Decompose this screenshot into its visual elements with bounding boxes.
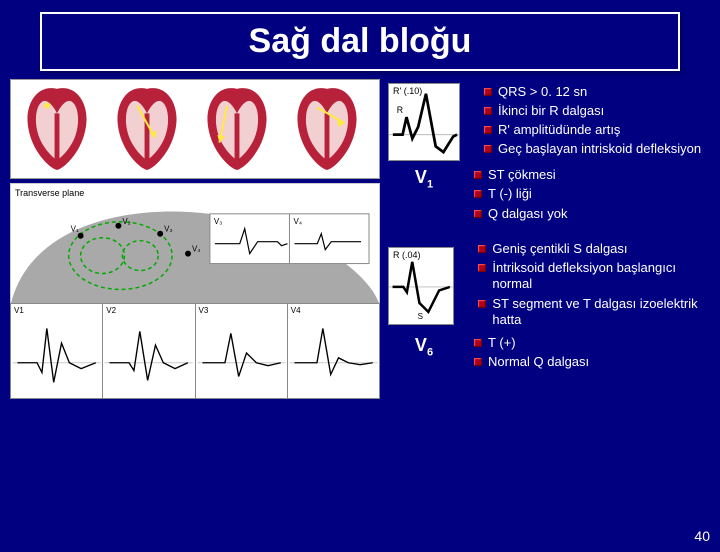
- ecg-lead-grid: V1 V2 V3 V4: [10, 303, 380, 399]
- bullet-item: T (+): [474, 335, 589, 351]
- ecg-cell-v2: V2: [103, 304, 195, 398]
- bullet-item: Q dalgası yok: [474, 206, 568, 222]
- title-box: Sağ dal bloğu: [40, 12, 680, 71]
- svg-text:V₁: V₁: [71, 225, 79, 234]
- lead-label: V1: [14, 306, 24, 315]
- s-label: S: [418, 312, 423, 321]
- v6-img-label: R (.04): [393, 250, 421, 260]
- lead-label: V4: [291, 306, 301, 315]
- v6-caption-main: V: [415, 335, 427, 355]
- right-column: R' (.10) R QRS > 0. 12 sn İkinci bir R d…: [380, 79, 710, 399]
- v1-caption-sub: 1: [427, 179, 433, 191]
- heart-diagram-2: [105, 84, 189, 172]
- v6-section: R (.04) S Geniş çentikli S dalgası İntri…: [388, 241, 710, 331]
- bullet-item: T (-) liği: [474, 186, 568, 202]
- v1-bullets: QRS > 0. 12 sn İkinci bir R dalgası R' a…: [484, 84, 701, 161]
- r-label: R: [397, 105, 403, 115]
- v6-bullets-cont: T (+) Normal Q dalgası: [474, 335, 589, 374]
- bullet-item: R' amplitüdünde artış: [484, 122, 701, 138]
- heart-diagram-1: [15, 84, 99, 172]
- bullet-item: QRS > 0. 12 sn: [484, 84, 701, 100]
- v1-img-label: R' (.10): [393, 86, 422, 96]
- v6-caption-sub: 6: [427, 347, 433, 359]
- page-number: 40: [694, 528, 710, 544]
- ecg-cell-v1: V1: [11, 304, 103, 398]
- v6-caption: V6: [388, 335, 460, 359]
- lead-label: V2: [106, 306, 116, 315]
- page-title: Sağ dal bloğu: [42, 22, 678, 61]
- bullet-item: Geniş çentikli S dalgası: [478, 241, 710, 257]
- v1-section: R' (.10) R QRS > 0. 12 sn İkinci bir R d…: [388, 83, 710, 161]
- ecg-cell-v4: V4: [288, 304, 379, 398]
- v1-waveform-thumb: R' (.10) R: [388, 83, 460, 161]
- ecg-cell-v3: V3: [196, 304, 288, 398]
- bullet-item: İntriksoid defleksiyon başlangıcı normal: [478, 260, 710, 293]
- svg-text:V₄: V₄: [192, 245, 201, 254]
- lead-label: V3: [199, 306, 209, 315]
- bullet-item: ST segment ve T dalgası izoelektrik hatt…: [478, 296, 710, 329]
- heart-diagram-row: [10, 79, 380, 179]
- v6-bullets: Geniş çentikli S dalgası İntriksoid defl…: [478, 241, 710, 331]
- svg-text:V₄: V₄: [293, 217, 302, 226]
- v1-bullets-cont: ST çökmesi T (-) liği Q dalgası yok: [474, 167, 568, 225]
- v6-waveform-thumb: R (.04) S: [388, 247, 454, 325]
- v1-caption: V1: [388, 167, 460, 191]
- content-area: Transverse plane V₁ V₂ V₃ V₄: [0, 79, 720, 399]
- bullet-item: ST çökmesi: [474, 167, 568, 183]
- heart-diagram-3: [195, 84, 279, 172]
- bullet-item: Geç başlayan intriskoid defleksiyon: [484, 141, 701, 157]
- v1-caption-main: V: [415, 167, 427, 187]
- svg-text:V₃: V₃: [214, 217, 223, 226]
- svg-text:V₃: V₃: [164, 225, 173, 234]
- bullet-item: Normal Q dalgası: [474, 354, 589, 370]
- bullet-item: İkinci bir R dalgası: [484, 103, 701, 119]
- heart-diagram-4: [285, 84, 369, 172]
- svg-text:V₂: V₂: [122, 217, 130, 226]
- left-column: Transverse plane V₁ V₂ V₃ V₄: [10, 79, 380, 399]
- cross-section-diagram: Transverse plane V₁ V₂ V₃ V₄: [10, 183, 380, 303]
